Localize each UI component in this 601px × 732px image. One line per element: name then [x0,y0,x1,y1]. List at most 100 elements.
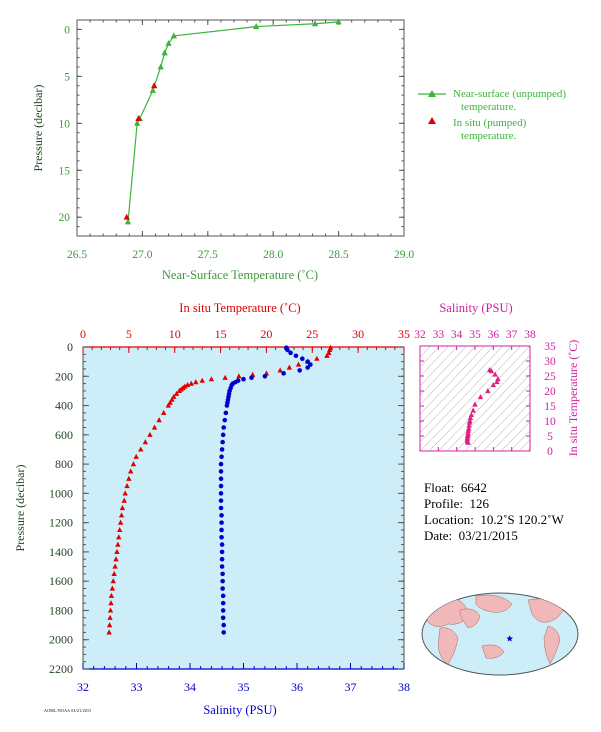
density-contour [420,346,494,424]
pressure-tick-label: 2000 [49,633,73,647]
temperature-tick-label: 10 [169,327,181,341]
temperature-point [111,570,117,576]
near-surface-x-tick-label: 27.5 [198,249,218,261]
ts-point [477,394,484,400]
pressure-tick-label: 1000 [49,486,73,500]
near-surface-legend: Near-surface (unpumped) temperature. In … [418,88,566,142]
ts-y-tick-label: 0 [547,446,553,458]
salinity-point [241,376,246,382]
salinity-point [219,447,225,452]
near-surface-x-axis-label: Near-Surface Temperature (˚C) [162,268,318,282]
temperature-point [118,512,125,518]
legend-marker-in-situ [428,117,436,124]
near-surface-point [157,63,164,70]
ts-title: Salinity (PSU) [439,301,512,315]
near-surface-series [123,18,342,225]
near-surface-chart: 26.5 27.0 27.5 28.0 28.5 29.0 0 5 10 15 20 Near-S… [31,18,414,282]
temperature-point [171,393,177,399]
density-contour [428,346,530,451]
salinity-point [249,375,254,381]
density-contour [420,346,467,396]
profile-chart: 32 33 34 35 36 37 38 0 5 10 15 20 25 30 35 0 200 400 600… [13,301,410,717]
pressure-tick-label: 2200 [49,662,73,676]
ts-point [466,422,472,428]
temperature-point [116,534,122,540]
near-surface-x-tick-label: 26.5 [67,249,87,261]
temperature-point [326,349,332,355]
temperature-point [173,390,180,396]
in-situ-point [151,82,158,89]
legend-label-in-situ-2: temperature. [461,130,517,142]
density-contour [420,346,458,387]
float-location-marker [506,635,514,642]
near-surface-y-tick-label: 15 [59,165,71,177]
salinity-tick-label: 38 [398,680,410,694]
density-contour [420,346,521,451]
salinity-tick-label: 36 [291,680,303,694]
profile-label: Profile: [424,496,463,511]
salinity-point [219,549,225,555]
temperature-tick-label: 20 [260,327,272,341]
pressure-ticks: 0 200 400 600 800 1000 1200 1400 1600 1800 2000 220… [49,340,404,676]
near-surface-plot-area [76,19,405,237]
ts-y-axis-label: In situ Temperature (˚C) [566,340,580,457]
temperature-point [115,541,121,547]
near-surface-point [161,49,168,56]
density-contour [420,346,512,443]
near-surface-y-axis-label: Pressure (decibar) [31,85,45,172]
temperature-point [130,461,137,467]
temperature-tick-label: 30 [352,327,364,341]
footer-credit: AOML/NOAA 03/21/2015 [44,708,92,713]
salinity-axis-label: Salinity (PSU) [203,703,276,717]
salinity-point [219,542,225,547]
salinity-point [220,600,226,606]
temperature-point [117,519,124,525]
density-contour [518,439,530,451]
ts-diagram: 32 33 34 35 36 37 38 0 5 10 15 20 25 30 35 Salinity (… [414,301,580,458]
density-contour [420,346,440,368]
salinity-point [221,622,227,628]
salinity-tick-label: 33 [131,680,143,694]
ts-point [492,371,498,377]
salinity-series [218,345,313,635]
salinity-point [219,564,225,569]
density-contour [437,354,530,451]
temperature-tick-label: 35 [398,327,410,341]
temperature-tick-label: 0 [80,327,86,341]
legend-label-near-surface-2: temperature. [461,101,517,113]
salinity-point [218,483,224,489]
ts-point [490,382,497,388]
temperature-axis-label: In situ Temperature (˚C) [179,301,300,315]
pressure-tick-label: 1600 [49,574,73,588]
salinity-point [220,432,226,438]
salinity-point [219,556,225,562]
near-surface-point [253,23,260,30]
pressure-tick-label: 1200 [49,516,73,530]
salinity-point [219,454,224,460]
density-contour [527,448,530,451]
ts-x-tick-label: 34 [451,329,463,341]
temperature-point [107,607,114,613]
salinity-point [224,403,230,408]
salinity-point [293,353,299,359]
legend-marker-near-surface [428,90,436,97]
near-surface-point [134,119,141,126]
temperature-point [106,622,113,628]
ts-y-tick-label: 35 [544,341,556,353]
ts-x-tick-label: 33 [433,329,445,341]
salinity-point [221,425,227,430]
temperature-tick-label: 15 [215,327,227,341]
pressure-tick-label: 400 [55,399,73,413]
profile-plot-area [82,346,405,670]
salinity-tick-label: 32 [77,680,89,694]
temperature-point [116,526,123,533]
ts-point [472,401,478,407]
float-row: Float: 6642 [424,480,564,496]
ts-x-tick-label: 37 [506,329,518,341]
salinity-point [219,527,224,533]
world-map [421,592,579,676]
temperature-point [108,592,115,598]
salinity-point [218,505,224,511]
salinity-point [220,586,225,591]
ts-point [467,415,474,421]
